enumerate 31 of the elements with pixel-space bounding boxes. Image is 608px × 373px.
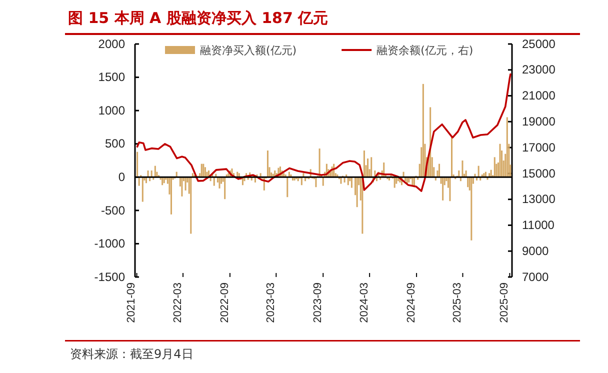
y2-tick-label: 15000 [522, 166, 556, 180]
y2-tick-label: 19000 [522, 114, 556, 129]
x-tick-label: 2025-09 [498, 282, 511, 323]
text: 资料来源：截至9月4日 [70, 347, 194, 361]
x-tick-label: 2024-03 [358, 282, 370, 323]
x-tick-label: 2022-09 [218, 282, 231, 323]
y2-tick-label: 9000 [522, 244, 550, 258]
y2-tick-label: 21000 [522, 88, 556, 103]
y2-tick-label: 25000 [522, 36, 556, 51]
legend-label: 融资余额(亿元，右) [376, 44, 474, 57]
y2-tick-label: 13000 [522, 192, 556, 206]
x-tick-label: 2023-03 [264, 282, 277, 323]
y2-tick-label: 7000 [522, 270, 550, 284]
x-tick-label: 2021-09 [126, 282, 138, 323]
y-tick-label: 1000 [98, 103, 126, 118]
y-tick-label: 500 [104, 136, 126, 151]
chart-title: 图 15 本周 A 股融资净买入 187 亿元 [68, 9, 328, 27]
legend-label: 融资净买入额(亿元) [200, 44, 297, 57]
x-tick-label: 2023-09 [312, 282, 324, 323]
x-tick-label: 2025-03 [452, 282, 464, 323]
y-tick-label: -500 [100, 203, 126, 218]
y2-tick-label: 23000 [522, 62, 556, 77]
y2-tick-label: 11000 [522, 218, 555, 232]
y-tick-label: 2000 [98, 36, 126, 51]
y-tick-label: 1500 [98, 70, 126, 84]
y-tick-label: -1000 [94, 236, 126, 251]
x-tick-label: 2024-09 [405, 282, 418, 323]
y2-tick-label: 17000 [522, 140, 556, 154]
y-tick-label: 0 [118, 170, 126, 184]
y-tick-label: -1500 [94, 270, 126, 284]
x-tick-label: 2022-03 [172, 282, 184, 323]
